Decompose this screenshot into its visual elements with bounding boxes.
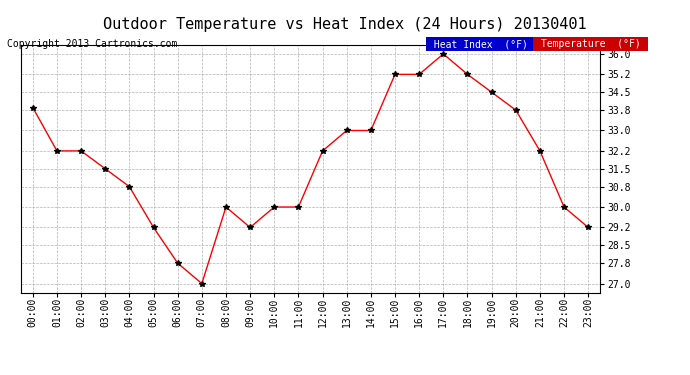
Text: Heat Index  (°F): Heat Index (°F) xyxy=(428,39,533,50)
Text: Copyright 2013 Cartronics.com: Copyright 2013 Cartronics.com xyxy=(7,39,177,50)
Text: Temperature  (°F): Temperature (°F) xyxy=(535,39,647,50)
Text: Outdoor Temperature vs Heat Index (24 Hours) 20130401: Outdoor Temperature vs Heat Index (24 Ho… xyxy=(104,17,586,32)
